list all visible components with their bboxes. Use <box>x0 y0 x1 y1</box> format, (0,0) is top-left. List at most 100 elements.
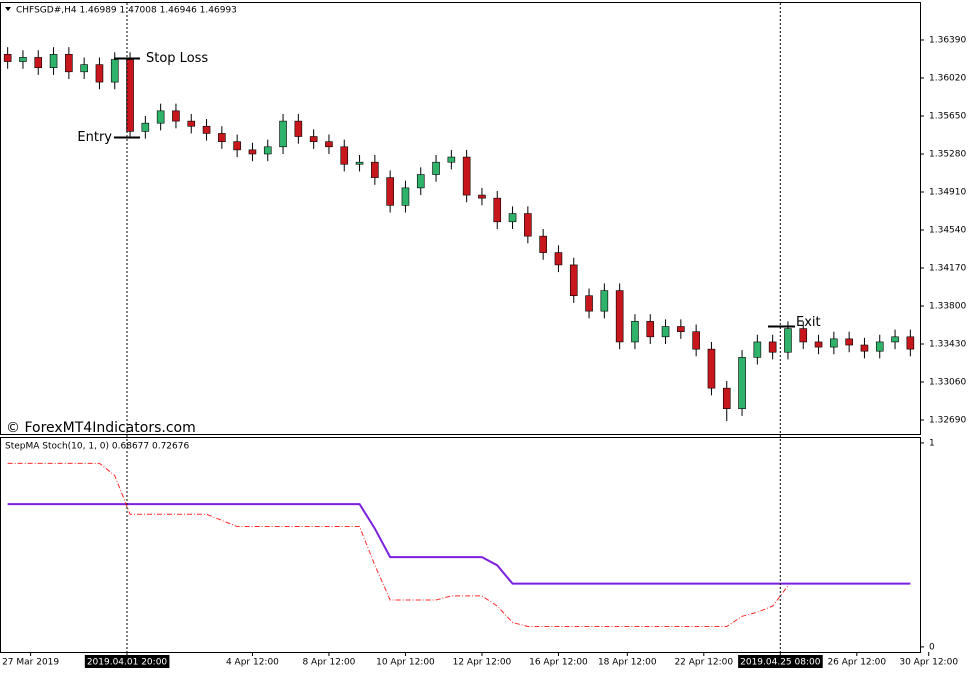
x-tick-label: 27 Mar 2019 <box>2 658 59 668</box>
price-panel <box>0 2 921 435</box>
candle-body <box>875 341 884 352</box>
candle-body <box>631 321 639 343</box>
candle-body <box>860 344 869 352</box>
candle-body <box>508 213 517 223</box>
candle-body <box>19 57 27 62</box>
y-tick-label: 1.35650 <box>929 111 966 121</box>
y-tick-label: 1.34170 <box>929 263 966 273</box>
candle-body <box>202 125 211 134</box>
candle-body <box>784 328 792 353</box>
candle-body <box>80 64 88 73</box>
candle-body <box>768 341 777 353</box>
candle-body <box>156 110 165 124</box>
watermark: © ForexMT4Indicators.com <box>6 420 196 436</box>
candle-body <box>646 321 655 338</box>
annotation-label: Entry <box>77 130 112 145</box>
candle-body <box>600 290 609 312</box>
candle-body <box>661 326 670 338</box>
candle-body <box>906 336 915 350</box>
candle-body <box>478 194 486 199</box>
candle-body <box>799 328 808 343</box>
annotation-label: Exit <box>796 315 821 330</box>
candle-body <box>677 326 685 332</box>
candle-body <box>753 341 762 358</box>
candle-body <box>49 54 58 69</box>
candle-body <box>263 146 272 155</box>
x-tick-label: 22 Apr 12:00 <box>674 658 733 668</box>
candle-body <box>65 54 73 73</box>
candle-body <box>95 64 104 83</box>
y-tick-label: 1.33430 <box>929 339 966 349</box>
chart-title: CHFSGD#,H4 1.46989 1.47008 1.46946 1.469… <box>16 6 237 16</box>
candle-body <box>386 177 394 206</box>
y-tick-label: 1.33060 <box>929 378 966 388</box>
candle-body <box>172 110 180 122</box>
x-tick-label: 2019.04.01 20:00 <box>87 658 168 668</box>
indicator-panel <box>0 437 921 653</box>
dropdown-icon <box>5 7 11 11</box>
y-tick-label: 1 <box>929 438 935 448</box>
indicator-line <box>7 503 911 585</box>
x-tick-label: 18 Apr 12:00 <box>598 658 657 668</box>
candle-body <box>830 338 838 348</box>
candle-body <box>692 331 700 350</box>
candle-body <box>891 336 899 343</box>
candle-body <box>309 136 318 142</box>
candle-body <box>187 120 196 127</box>
candle-body <box>340 146 349 165</box>
candle-body <box>416 174 425 189</box>
x-tick-label: 4 Apr 12:00 <box>226 658 279 668</box>
y-tick-label: 1.36390 <box>929 35 966 45</box>
candle-body <box>355 161 364 165</box>
y-tick-label: 1.32690 <box>929 416 966 426</box>
y-tick-label: 1.34910 <box>929 187 966 197</box>
candle-body <box>738 357 746 410</box>
candle-body <box>325 141 333 148</box>
x-tick-label: 30 Apr 12:00 <box>899 658 958 668</box>
candle-body <box>279 120 287 148</box>
candle-body <box>218 133 226 142</box>
candle-body <box>3 54 12 62</box>
candle-body <box>432 161 440 175</box>
indicator-title: StepMA Stoch(10, 1, 0) 0.68677 0.72676 <box>5 442 189 452</box>
candle-body <box>585 295 593 312</box>
x-tick-label: 26 Apr 12:00 <box>827 658 886 668</box>
x-label-highlight <box>738 655 823 668</box>
candle-body <box>845 338 853 346</box>
x-tick-label: 8 Apr 12:00 <box>302 658 355 668</box>
x-tick-label: 2019.04.25 08:00 <box>740 658 821 668</box>
candle-body <box>34 57 43 69</box>
candle-body <box>524 213 532 237</box>
candle-body <box>233 141 241 151</box>
candle-body <box>554 252 563 266</box>
y-tick-label: 1.34540 <box>929 225 966 235</box>
x-tick-label: 16 Apr 12:00 <box>529 658 588 668</box>
annotation-label: Stop Loss <box>146 51 208 66</box>
candle-body <box>248 149 257 155</box>
candle-body <box>294 120 303 137</box>
candle-body <box>447 156 456 163</box>
candle-body <box>569 264 578 297</box>
candle-body <box>141 122 150 132</box>
x-tick-label: 10 Apr 12:00 <box>376 658 435 668</box>
candle-body <box>126 59 134 132</box>
x-tick-label: 12 Apr 12:00 <box>453 658 512 668</box>
y-tick-label: 0 <box>929 642 935 652</box>
candle-body <box>401 187 410 206</box>
x-label-highlight <box>84 655 170 668</box>
indicator-line <box>7 462 789 628</box>
y-tick-label: 1.35280 <box>929 149 966 159</box>
candle-body <box>371 161 379 178</box>
candle-body <box>707 348 716 389</box>
y-tick-label: 1.33800 <box>929 301 966 311</box>
candle-body <box>814 341 823 348</box>
candle-body <box>722 387 731 410</box>
candle-body <box>462 156 471 196</box>
candle-body <box>539 235 547 253</box>
candle-body <box>110 59 119 83</box>
candle-body <box>615 290 624 343</box>
y-tick-label: 1.36020 <box>929 73 966 83</box>
